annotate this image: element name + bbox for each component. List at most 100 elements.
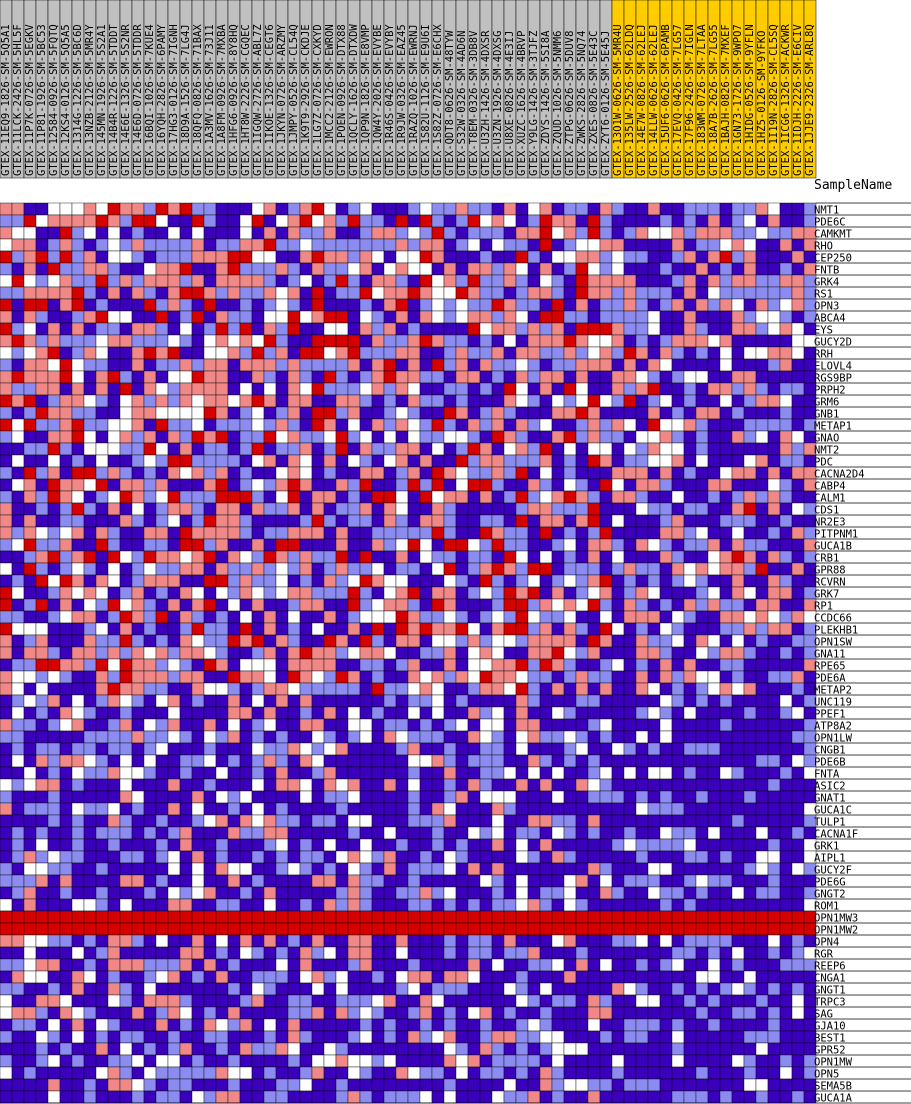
heatmap-cell [191,766,205,780]
heatmap-cell [791,262,805,276]
heatmap-cell [0,754,13,768]
heatmap-cell [203,238,217,252]
heatmap-cell [131,334,145,348]
heatmap-cell [215,970,229,984]
heatmap-cell [275,1006,289,1020]
heatmap-cell [347,286,361,300]
heatmap-cell [671,754,685,768]
heatmap-cell [347,778,361,792]
heatmap-cell [479,562,493,576]
heatmap-cell [563,862,577,876]
heatmap-cell [647,586,661,600]
heatmap-cell [323,1054,337,1068]
heatmap-cell [623,826,637,840]
heatmap-cell [791,634,805,648]
heatmap-cell [575,358,589,372]
heatmap-cell [731,694,745,708]
heatmap-cell [503,310,517,324]
heatmap-cell [587,1030,601,1044]
heatmap-cell [179,886,193,900]
heatmap-cell [599,1030,613,1044]
heatmap-cell [659,970,673,984]
heatmap-cell [335,490,349,504]
heatmap-cell [275,862,289,876]
heatmap-cell [743,250,757,264]
heatmap-cell [623,814,637,828]
heatmap-cell [11,802,25,816]
heatmap-cell [167,946,181,960]
heatmap-cell [791,322,805,336]
heatmap-cell [635,1042,649,1056]
heatmap-cell [0,370,13,384]
heatmap-cell [479,874,493,888]
heatmap-cell [599,310,613,324]
heatmap-cell [299,1030,313,1044]
heatmap-cell [227,586,241,600]
heatmap-cell [347,406,361,420]
heatmap-cell [719,766,733,780]
heatmap-cell [503,382,517,396]
heatmap-cell [143,382,157,396]
heatmap-cell [707,646,721,660]
heatmap-cell [0,562,13,576]
heatmap-cell [155,442,169,456]
heatmap-cell [587,274,601,288]
heatmap-cell [35,886,49,900]
heatmap-cell [635,958,649,972]
heatmap-cell [407,694,421,708]
heatmap-cell [779,982,793,996]
heatmap-cell [311,334,325,348]
heatmap-cell [239,514,253,528]
heatmap-cell [683,274,697,288]
heatmap-cell [383,886,397,900]
heatmap-cell [599,1042,613,1056]
heatmap-cell [107,550,121,564]
heatmap-cell [527,502,541,516]
heatmap-cell [107,634,121,648]
heatmap-cell [587,586,601,600]
heatmap-cell [203,670,217,684]
heatmap-cell [0,646,13,660]
heatmap-cell [479,838,493,852]
heatmap-cell [179,262,193,276]
heatmap-cell [611,610,625,624]
heatmap-cell [407,622,421,636]
heatmap-cell [323,670,337,684]
heatmap-cell [587,502,601,516]
heatmap-cell [383,814,397,828]
heatmap-cell [707,262,721,276]
heatmap-cell [275,814,289,828]
heatmap-cell [227,994,241,1008]
heatmap-cell [563,322,577,336]
heatmap-cell [23,766,37,780]
heatmap-cell [239,886,253,900]
heatmap-cell [587,1042,601,1056]
heatmap-cell [335,742,349,756]
heatmap-cell [767,1006,781,1020]
heatmap-cell [755,730,769,744]
heatmap-cell [263,922,277,936]
heatmap-cell [719,874,733,888]
heatmap-cell [431,814,445,828]
heatmap-cell [539,910,553,924]
heatmap-cell [155,706,169,720]
heatmap-cell [731,826,745,840]
heatmap-cell [227,406,241,420]
heatmap-cell [359,838,373,852]
heatmap-cell [635,1006,649,1020]
sample-label-bg [803,0,817,179]
heatmap-cell [167,910,181,924]
heatmap-cell [299,658,313,672]
heatmap-cell [287,610,301,624]
heatmap-cell [95,466,109,480]
heatmap-cell [503,286,517,300]
heatmap-cell [239,502,253,516]
heatmap-cell [503,658,517,672]
heatmap-cell [251,814,265,828]
heatmap-cell [455,958,469,972]
heatmap-cell [707,322,721,336]
heatmap-cell [239,814,253,828]
heatmap-cell [179,1054,193,1068]
heatmap-cell [707,754,721,768]
heatmap-cell [551,1006,565,1020]
